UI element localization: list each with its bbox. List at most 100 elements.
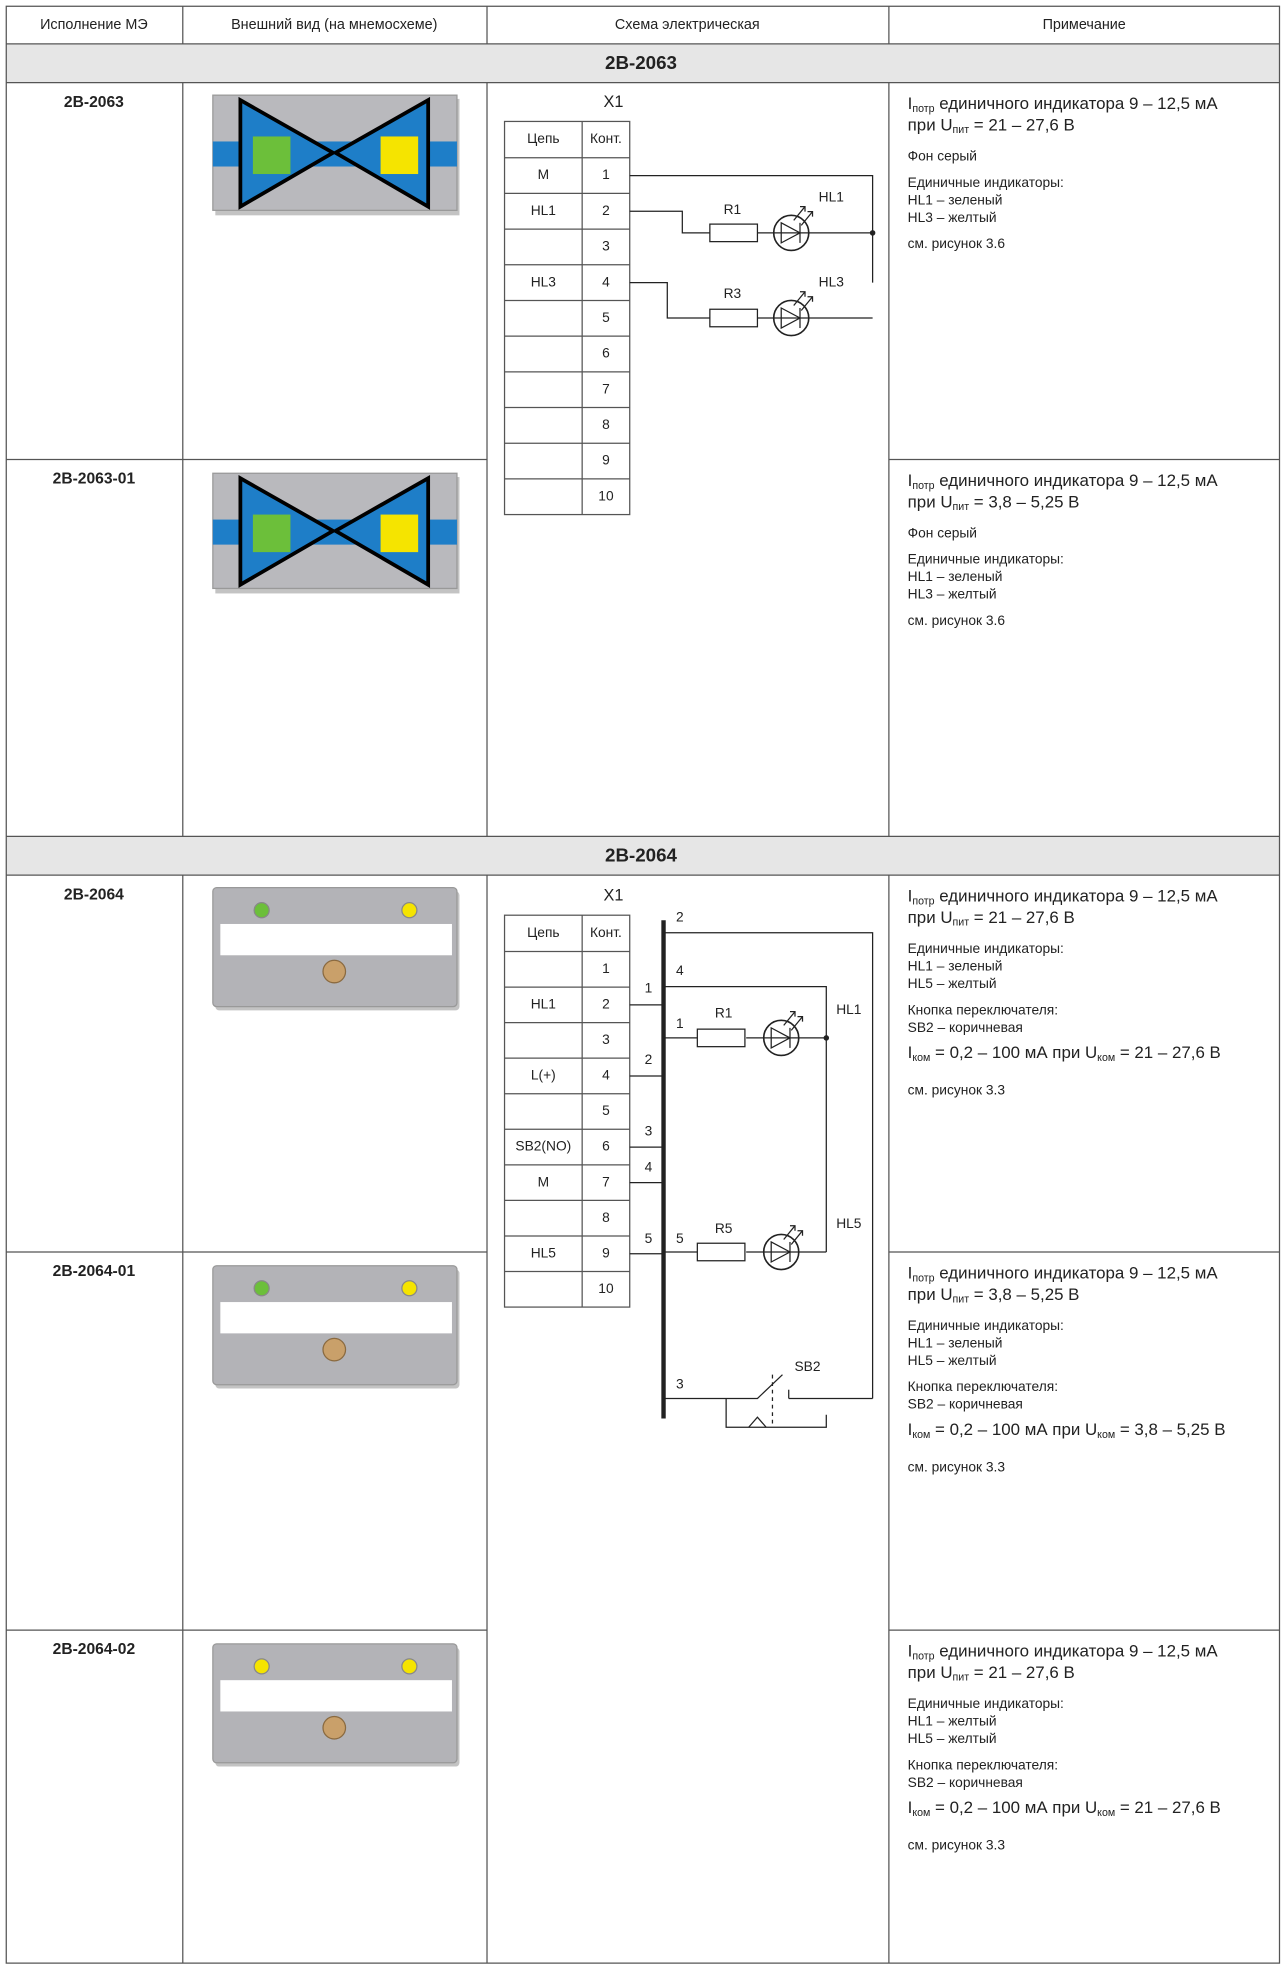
note-text: = 0,2 – 100 мА при U bbox=[930, 1044, 1097, 1063]
note-text: единичного индикатора 9 – 12,5 мА bbox=[935, 95, 1219, 114]
note-subscript: пит bbox=[953, 501, 970, 513]
led bbox=[253, 1658, 270, 1675]
panel-icon bbox=[212, 887, 460, 1011]
arrow-head bbox=[789, 1010, 796, 1017]
note-text: см. рисунок 3.3 bbox=[908, 1082, 1006, 1097]
note-text: см. рисунок 3.6 bbox=[908, 236, 1006, 251]
note-text: I bbox=[908, 887, 913, 906]
pin-contact: 9 bbox=[602, 453, 610, 468]
note-subscript: потр bbox=[912, 1650, 934, 1662]
note-line: Iпотр единичного индикатора 9 – 12,5 мА bbox=[908, 1264, 1219, 1284]
note-line: при Uпит = 21 – 27,6 В bbox=[908, 116, 1075, 136]
note-line: Фон серый bbox=[908, 148, 977, 163]
note-text: = 21 – 27,6 В bbox=[1115, 1044, 1221, 1063]
pin-header: Конт. bbox=[590, 925, 622, 940]
note-line: Единичные индикаторы: bbox=[908, 551, 1064, 566]
wire bbox=[629, 174, 874, 283]
note-line: Iпотр единичного индикатора 9 – 12,5 мА bbox=[908, 887, 1219, 907]
arrow-head bbox=[797, 1230, 804, 1236]
note-text: = 0,2 – 100 мА при U bbox=[930, 1420, 1097, 1439]
note-text: Единичные индикаторы: bbox=[908, 1696, 1064, 1711]
light-arrow bbox=[793, 291, 806, 306]
led bbox=[401, 902, 418, 919]
label-strip bbox=[220, 1680, 452, 1712]
note-line: HL5 – желтый bbox=[908, 1731, 997, 1746]
column-header: Схема электрическая bbox=[615, 17, 760, 33]
scheme-label: 5 bbox=[645, 1231, 653, 1246]
note-subscript: потр bbox=[912, 103, 934, 115]
button bbox=[322, 1715, 347, 1740]
indicator-yellow bbox=[380, 136, 419, 175]
note-line: см. рисунок 3.3 bbox=[908, 1459, 1006, 1474]
note-text: Кнопка переключателя: bbox=[908, 1757, 1058, 1772]
scheme-label: R1 bbox=[724, 202, 742, 217]
note-line: Iком = 0,2 – 100 мА при Uком = 21 – 27,6… bbox=[908, 1799, 1221, 1819]
panel-icon bbox=[212, 1265, 460, 1389]
note-text: см. рисунок 3.3 bbox=[908, 1837, 1006, 1852]
note-text: = 3,8 – 5,25 В bbox=[969, 1285, 1079, 1304]
pin-contact: 10 bbox=[598, 488, 614, 503]
wire bbox=[663, 932, 874, 1399]
note-text: HL3 – желтый bbox=[908, 209, 997, 224]
scheme-label: 2 bbox=[676, 909, 684, 924]
arrow-head bbox=[799, 205, 806, 212]
note-text: Единичные индикаторы: bbox=[908, 1317, 1064, 1332]
note-line: Iком = 0,2 – 100 мА при Uком = 3,8 – 5,2… bbox=[908, 1420, 1226, 1440]
pin-circuit: SB2(NO) bbox=[515, 1139, 571, 1154]
indicator-green bbox=[252, 514, 291, 553]
scheme-label: 4 bbox=[645, 1160, 653, 1175]
note-line: Кнопка переключателя: bbox=[908, 1757, 1058, 1772]
panel-icon bbox=[212, 1643, 460, 1767]
note-subscript: пит bbox=[953, 1293, 970, 1305]
pin-contact: 5 bbox=[602, 1103, 610, 1118]
note-subscript: ком bbox=[1097, 1807, 1115, 1819]
light-arrow bbox=[783, 1011, 796, 1026]
pin-header: Конт. bbox=[590, 131, 622, 146]
note-text: единичного индикатора 9 – 12,5 мА bbox=[935, 887, 1219, 906]
light-arrow bbox=[783, 1225, 796, 1240]
arrow-head bbox=[807, 296, 814, 302]
note-text: I bbox=[908, 1799, 913, 1818]
pin-contact: 7 bbox=[602, 1174, 610, 1189]
note-text: единичного индикатора 9 – 12,5 мА bbox=[935, 1642, 1219, 1661]
wire bbox=[663, 1374, 783, 1400]
note-text: HL5 – желтый bbox=[908, 1353, 997, 1368]
note-line: при Uпит = 3,8 – 5,25 В bbox=[908, 1285, 1080, 1305]
led bbox=[253, 1280, 270, 1297]
pin-circuit: М bbox=[538, 1174, 549, 1189]
pin-contact: 7 bbox=[602, 381, 610, 396]
note-subscript: потр bbox=[912, 480, 934, 492]
note-text: Единичные индикаторы: bbox=[908, 174, 1064, 189]
note-line: Единичные индикаторы: bbox=[908, 1696, 1064, 1711]
pin-circuit: HL5 bbox=[531, 1245, 557, 1260]
pin-contact: 4 bbox=[602, 274, 610, 289]
note-subscript: ком bbox=[912, 1429, 930, 1441]
resistor bbox=[709, 223, 759, 243]
scheme-label: HL1 bbox=[819, 189, 844, 204]
scheme-label: 4 bbox=[676, 963, 684, 978]
pin-contact: 9 bbox=[602, 1245, 610, 1260]
row-name: 2В-2063 bbox=[64, 94, 124, 111]
pin-circuit: HL1 bbox=[531, 996, 556, 1011]
light-arrow bbox=[790, 1016, 803, 1031]
note-text: I bbox=[908, 1264, 913, 1283]
note-subscript: пит bbox=[953, 124, 970, 136]
note-line: HL1 – зеленый bbox=[908, 569, 1003, 584]
column-header: Примечание bbox=[1043, 17, 1126, 33]
pin-contact: 8 bbox=[602, 1210, 610, 1225]
note-text: Единичные индикаторы: bbox=[908, 551, 1064, 566]
note-text: при U bbox=[908, 1285, 953, 1304]
note-line: HL3 – желтый bbox=[908, 586, 997, 601]
pin-contact: 2 bbox=[602, 203, 610, 218]
pin-contact: 8 bbox=[602, 417, 610, 432]
note-subscript: потр bbox=[912, 1272, 934, 1284]
note-text: Фон серый bbox=[908, 148, 977, 163]
note-line: HL1 – зеленый bbox=[908, 192, 1003, 207]
note-text: HL1 – зеленый bbox=[908, 569, 1003, 584]
wire bbox=[629, 210, 710, 234]
note-text: HL1 – зеленый bbox=[908, 958, 1003, 973]
section-title: 2В-2064 bbox=[605, 844, 678, 865]
note-line: Единичные индикаторы: bbox=[908, 1317, 1064, 1332]
pin-contact: 3 bbox=[602, 239, 610, 254]
light-arrow bbox=[790, 1230, 803, 1245]
